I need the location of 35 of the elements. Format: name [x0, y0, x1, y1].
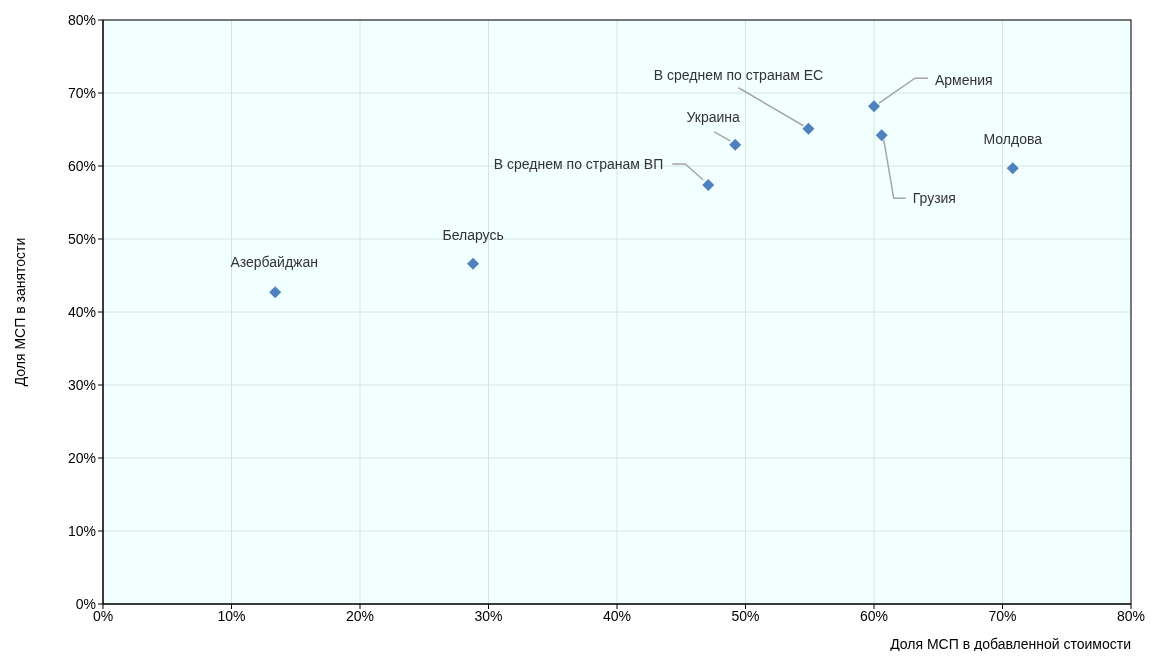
x-tick-label: 30% [474, 607, 503, 624]
annotation: В среднем по странам ЕС [653, 66, 824, 83]
y-tick-label: 10% [67, 522, 96, 539]
annotation: Армения [935, 72, 993, 89]
point [802, 122, 815, 135]
annotation: Украина [686, 108, 741, 125]
y-axis-title: Доля МСП в занятости [11, 237, 28, 387]
x-tick-label: 80% [1116, 607, 1146, 624]
y-tick-label: 80% [67, 11, 96, 28]
x-tick-label: 10% [217, 607, 246, 624]
x-tick-label: 70% [988, 607, 1017, 624]
point [868, 100, 880, 113]
point [702, 178, 715, 191]
y-tick-label: 30% [67, 376, 96, 393]
y-tick-label: 0% [75, 595, 96, 612]
point [269, 286, 282, 299]
x-tick-label: 40% [602, 607, 632, 624]
y-tick-label: 40% [67, 303, 96, 320]
y-tick-label: 50% [67, 230, 96, 247]
x-tick-label: 50% [731, 607, 760, 624]
annotation: Молдова [983, 131, 1043, 148]
point [467, 257, 480, 270]
point [1006, 162, 1019, 175]
point [729, 138, 742, 151]
annotation: Беларусь [442, 226, 504, 243]
point [875, 129, 888, 142]
x-axis-title: Доля МСП в добавленной стоимости [890, 636, 1131, 652]
annotation: Азербайджан [230, 254, 318, 271]
y-tick-label: 60% [67, 157, 96, 174]
y-tick-label: 70% [67, 84, 96, 101]
x-tick-label: 60% [859, 607, 889, 624]
x-tick-label: 20% [345, 607, 375, 624]
y-tick-label: 20% [67, 449, 96, 466]
annotation: Грузия [912, 190, 956, 207]
annotation: В среднем по странам ВП [493, 155, 664, 172]
